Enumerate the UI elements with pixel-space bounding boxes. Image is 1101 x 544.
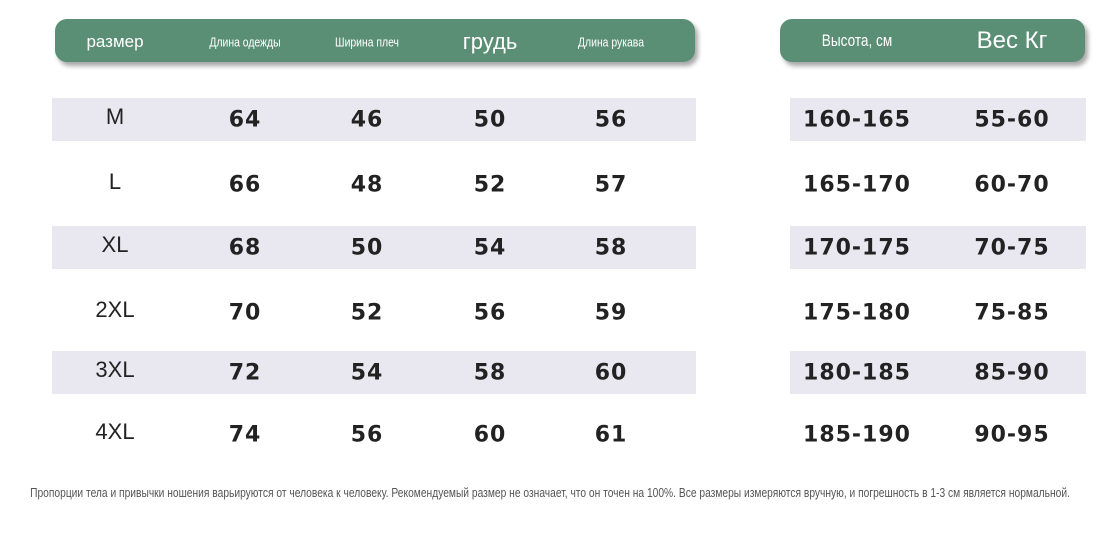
cell-value: 54 [473,235,507,261]
left-header-bar [55,19,695,62]
cell-value: 52 [473,172,507,198]
cell-value: 50 [350,235,384,261]
cell-value: 64 [228,107,262,133]
row-band [52,98,696,141]
cell-value: 75-85 [974,300,1050,326]
cell-value: 54 [350,360,384,386]
cell-value: 74 [228,422,262,448]
column-header: Длина рукава [578,34,644,50]
cell-value: 160-165 [803,107,911,133]
cell-value: 180-185 [803,360,911,386]
cell-value: 60-70 [974,172,1050,198]
cell-value: 48 [350,172,384,198]
column-header: Вес Кг [976,27,1048,54]
column-header: размер [86,32,144,51]
right-header-bar [780,19,1085,62]
cell-value: 56 [594,107,628,133]
size-label: 2XL [95,297,135,322]
size-label: XL [101,232,129,257]
cell-value: 68 [228,235,262,261]
column-header: Ширина плеч [335,34,399,50]
column-header: грудь [462,29,518,54]
cell-value: 60 [473,422,507,448]
cell-value: 72 [228,360,262,386]
cell-value: 59 [594,300,628,326]
cell-value: 170-175 [803,235,911,261]
cell-value: 57 [594,172,628,198]
row-band [52,351,696,394]
row-band [790,98,1086,141]
cell-value: 66 [228,172,262,198]
row-band [790,351,1086,394]
size-label: L [108,169,122,194]
footnote: Пропорции тела и привычки ношения варьир… [30,486,1070,500]
cell-value: 56 [350,422,384,448]
column-header: Длина одежды [209,34,281,50]
column-header: Высота, см [821,31,893,50]
cell-value: 85-90 [974,360,1050,386]
row-band [52,226,696,269]
cell-value: 90-95 [974,422,1050,448]
cell-value: 46 [350,107,384,133]
cell-value: 70 [228,300,262,326]
cell-value: 58 [594,235,628,261]
cell-value: 56 [473,300,507,326]
cell-value: 165-170 [803,172,911,198]
cell-value: 185-190 [803,422,911,448]
row-band [790,226,1086,269]
size-label: 3XL [95,357,135,382]
size-label: 4XL [95,419,135,444]
cell-value: 52 [350,300,384,326]
cell-value: 50 [473,107,507,133]
cell-value: 175-180 [803,300,911,326]
cell-value: 70-75 [974,235,1050,261]
cell-value: 58 [473,360,507,386]
cell-value: 61 [594,422,628,448]
cell-value: 60 [594,360,628,386]
size-label: M [105,104,125,129]
cell-value: 55-60 [974,107,1050,133]
